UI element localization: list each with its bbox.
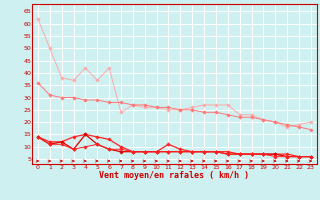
- X-axis label: Vent moyen/en rafales ( km/h ): Vent moyen/en rafales ( km/h ): [100, 171, 249, 180]
